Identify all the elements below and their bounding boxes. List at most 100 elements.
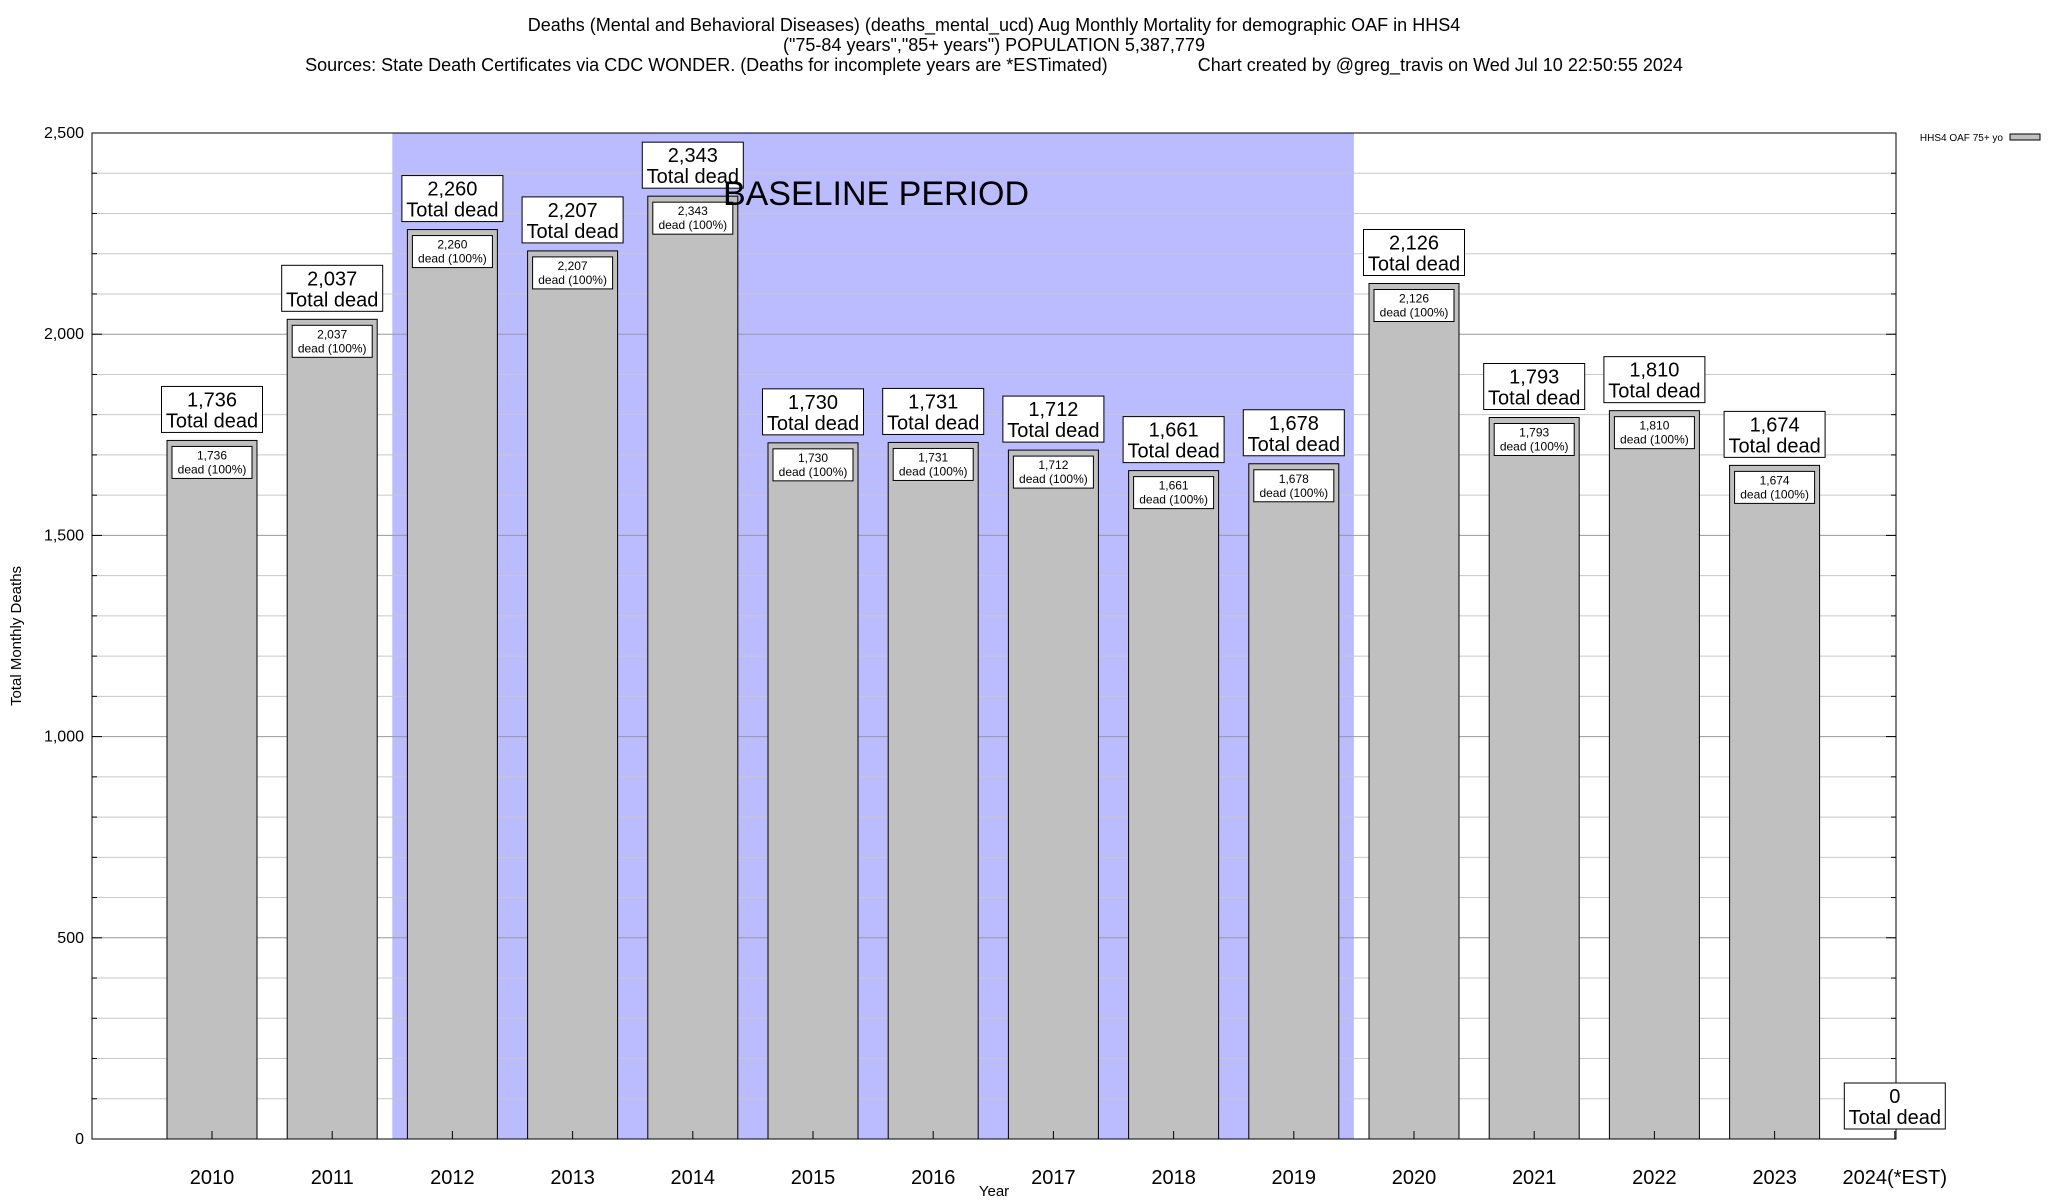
inner-label-box (1493, 422, 1575, 456)
bar-2022 (1608, 410, 1700, 1140)
inner-dead-label: dead (100%) (1740, 487, 1809, 501)
inner-label-box (1734, 470, 1816, 504)
total-dead-label: Total dead (1488, 387, 1580, 409)
bar-2021 (1488, 416, 1580, 1140)
total-label-box (882, 387, 985, 435)
total-value-label: 1,674 (1750, 414, 1800, 436)
legend-swatch (2009, 133, 2041, 141)
inner-label-box (1373, 288, 1455, 322)
total-value-label: 1,810 (1629, 360, 1679, 382)
total-dead-label: Total dead (1368, 253, 1460, 275)
inner-label-box (1253, 469, 1335, 503)
y-tick-label: 0 (75, 1131, 84, 1148)
x-tick-label: 2017 (1031, 1167, 1076, 1189)
total-dead-label: Total dead (887, 412, 979, 434)
y-tick-label: 2,000 (44, 326, 84, 343)
inner-value-label: 2,343 (678, 204, 708, 218)
inner-label-box (532, 256, 614, 290)
total-dead-label: Total dead (286, 289, 378, 311)
inner-dead-label: dead (100%) (298, 341, 367, 355)
baseline-period-label: BASELINE PERIOD (723, 175, 1029, 213)
bar-2023 (1729, 464, 1821, 1140)
inner-dead-label: dead (100%) (899, 464, 968, 478)
total-label-box (161, 385, 263, 433)
bar-2013 (527, 250, 619, 1140)
x-tick-label: 2010 (190, 1167, 235, 1189)
total-label-box (1483, 362, 1586, 410)
y-tick-label: 1,000 (44, 729, 84, 746)
total-dead-label: Total dead (1007, 420, 1099, 442)
inner-label-box (1133, 476, 1215, 510)
inner-value-label: 1,731 (918, 450, 948, 464)
bar-2011 (286, 318, 378, 1140)
x-tick-label: 2018 (1151, 1167, 1196, 1189)
inner-label-box (411, 235, 493, 269)
total-value-label: 1,736 (187, 389, 237, 411)
x-tick-label: 2016 (911, 1167, 956, 1189)
total-dead-label: Total dead (1608, 381, 1700, 403)
x-tick-label: 2022 (1632, 1167, 1677, 1189)
inner-label-box (1613, 416, 1695, 450)
bar-2012 (406, 229, 498, 1140)
total-value-label: 1,661 (1149, 420, 1199, 442)
total-dead-label: Total dead (1728, 435, 1820, 457)
plot-frame (91, 132, 1897, 1140)
bar-2019 (1248, 463, 1340, 1140)
inner-value-label: 2,037 (317, 327, 347, 341)
bar-2016 (887, 441, 979, 1140)
inner-dead-label: dead (100%) (1500, 439, 1569, 453)
y-tick-label: 2,500 (44, 125, 84, 142)
total-label-box (1843, 1082, 1946, 1130)
inner-dead-label: dead (100%) (418, 252, 487, 266)
total-dead-label: Total dead (1248, 434, 1340, 456)
total-dead-label: Total dead (526, 221, 618, 243)
total-label-box (762, 388, 864, 436)
inner-label-box (171, 445, 253, 479)
inner-value-label: 1,810 (1639, 419, 1669, 433)
x-axis-label: Year (979, 1183, 1009, 1200)
x-tick-label: 2023 (1752, 1167, 1797, 1189)
y-tick-label: 500 (57, 930, 84, 947)
total-value-label: 2,343 (668, 145, 718, 167)
total-label-box (1603, 356, 1706, 404)
bar-2015 (767, 442, 859, 1140)
inner-value-label: 1,712 (1038, 458, 1068, 472)
inner-dead-label: dead (100%) (658, 218, 727, 232)
bar-2020 (1368, 282, 1460, 1140)
total-label-box (1242, 409, 1345, 457)
inner-value-label: 1,736 (197, 448, 227, 462)
x-tick-label: 2012 (430, 1167, 475, 1189)
bar-2010 (166, 439, 258, 1140)
inner-value-label: 1,793 (1519, 425, 1549, 439)
total-value-label: 2,126 (1389, 232, 1439, 254)
total-label-box (641, 141, 744, 189)
inner-dead-label: dead (100%) (779, 465, 848, 479)
x-tick-label: 2020 (1392, 1167, 1437, 1189)
grid (92, 172, 1896, 1100)
total-dead-label: Total dead (406, 200, 498, 222)
inner-value-label: 2,260 (437, 238, 467, 252)
inner-dead-label: dead (100%) (1620, 433, 1689, 447)
title-line-1: Deaths (Mental and Behavioral Diseases) … (528, 15, 1460, 36)
total-label-box (521, 196, 624, 244)
inner-value-label: 1,678 (1279, 472, 1309, 486)
total-value-label: 1,793 (1509, 366, 1559, 388)
y-axis-label: Total Monthly Deaths (8, 566, 25, 706)
legend: HHS4 OAF 75+ yo (1920, 133, 2041, 144)
bar-2014 (647, 195, 739, 1140)
total-dead-label: Total dead (1127, 441, 1219, 463)
inner-value-label: 2,126 (1399, 291, 1429, 305)
total-value-label: 1,731 (908, 391, 958, 413)
title-line-2: ("75-84 years","85+ years") POPULATION 5… (783, 35, 1205, 55)
inner-label-box (652, 201, 734, 235)
inner-value-label: 1,730 (798, 451, 828, 465)
x-tick-label: 2024(*EST) (1843, 1167, 1948, 1189)
inner-value-label: 1,674 (1760, 473, 1790, 487)
inner-label-box (772, 448, 854, 482)
chart-title: Deaths (Mental and Behavioral Diseases) … (305, 15, 1683, 76)
total-label-box (281, 264, 384, 312)
total-value-label: 2,260 (427, 179, 477, 201)
legend-label: HHS4 OAF 75+ yo (1920, 133, 2004, 144)
total-dead-label: Total dead (767, 413, 859, 435)
